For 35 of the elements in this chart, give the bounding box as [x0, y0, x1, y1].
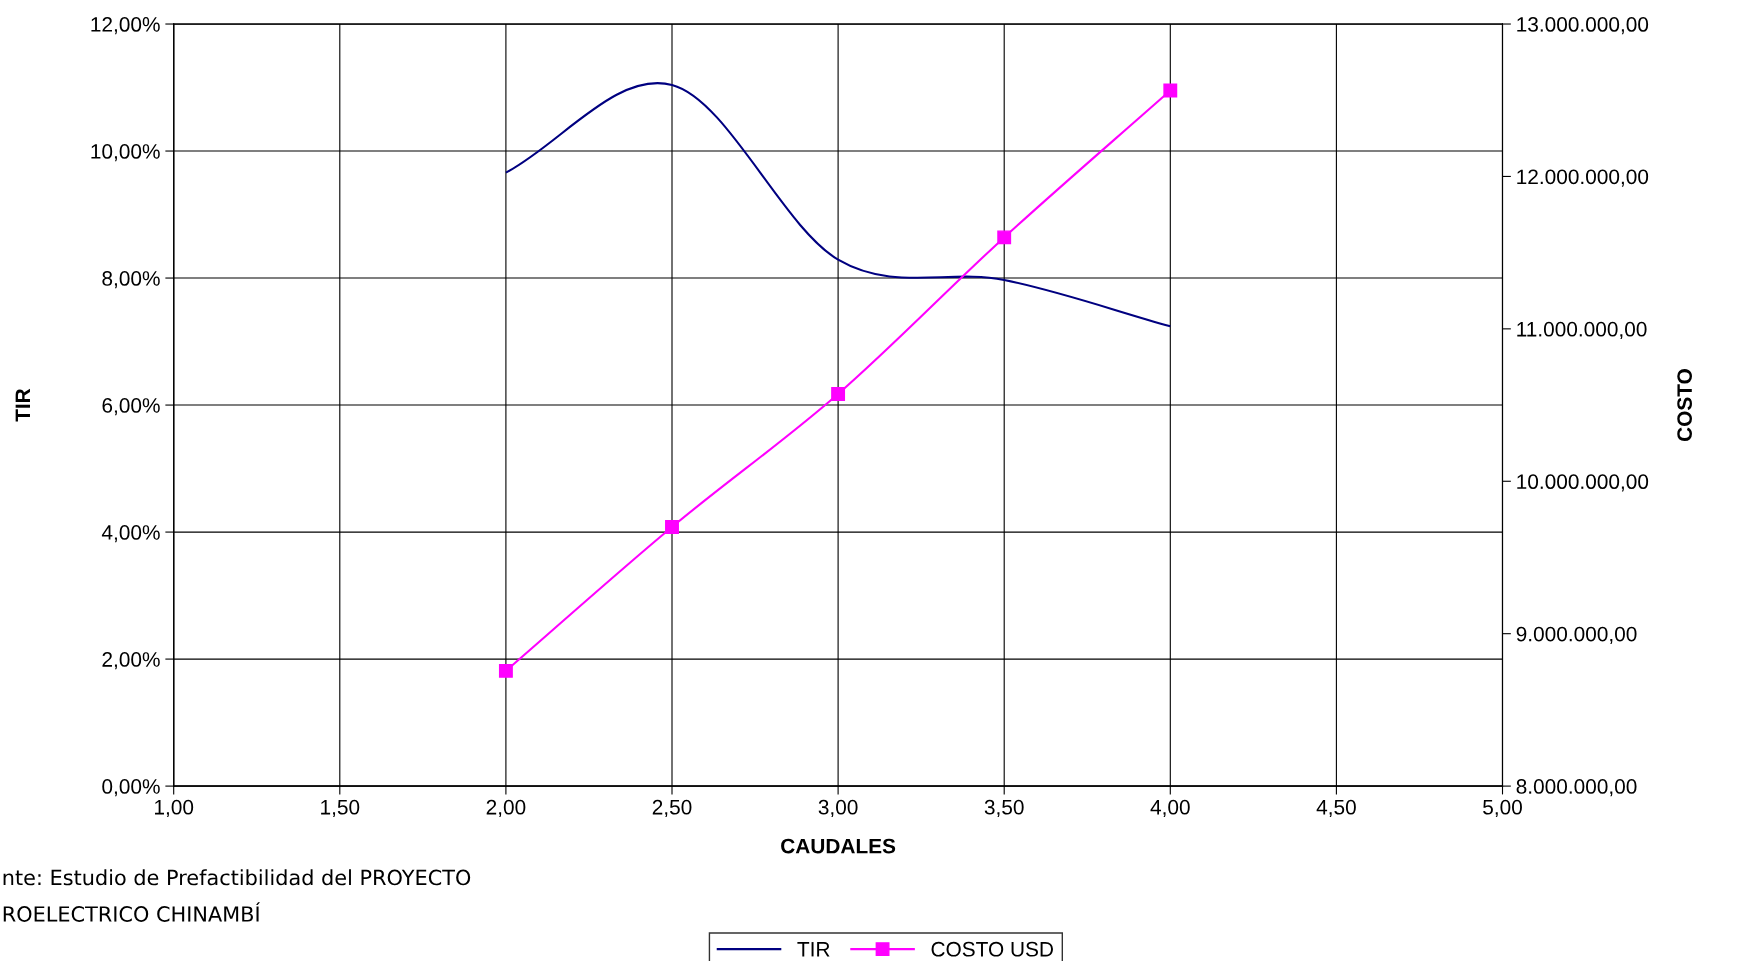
point — [997, 230, 1012, 245]
x-tick-label: 4,50 — [1316, 799, 1356, 818]
legend-label: TIR — [797, 942, 830, 957]
x-tick-label: 4,00 — [1150, 799, 1190, 818]
y-tick-label: 0,00% — [102, 779, 160, 797]
y2-tick-label: 13.000.000,00 — [1517, 17, 1649, 35]
x-tick-label: 5,00 — [1483, 799, 1522, 818]
y2-axis-title: COSTO — [1677, 369, 1692, 442]
y2-tick-label: 12.000.000,00 — [1517, 169, 1649, 187]
y2-tick-label: 8.000.000,00 — [1516, 779, 1637, 797]
y2-tick-label: 9.000.000,00 — [1516, 626, 1637, 644]
x-tick-label: 3,00 — [818, 799, 858, 818]
y2-tick-label: 10.000.000,00 — [1517, 474, 1649, 492]
point — [498, 663, 513, 678]
legend-label: COSTO USD — [931, 941, 1053, 957]
x-axis-title: CAUDALES — [781, 838, 896, 854]
text: ROELECTRICO CHINAMBÍ — [3, 902, 260, 922]
point — [831, 386, 846, 401]
y-tick-label: 6,00% — [102, 398, 160, 416]
y-tick-label: 2,00% — [102, 652, 160, 670]
point — [1163, 83, 1178, 98]
x-tick-label: 1,50 — [321, 799, 360, 818]
y-tick-label: 12,00% — [91, 17, 160, 35]
point — [665, 520, 679, 534]
y-tick-label: 4,00% — [101, 525, 160, 543]
x-tick-label: 2,50 — [652, 799, 692, 818]
y2-tick-label: 11.000.000,00 — [1517, 321, 1647, 340]
y-axis-title: TIR — [15, 388, 30, 422]
line-series — [504, 82, 1172, 328]
y-tick-label: 10,00% — [91, 144, 160, 162]
x-tick-label: 1,00 — [155, 799, 194, 818]
text: nte: Estudio de Prefactibilidad del PROYECTO — [3, 869, 471, 886]
x-tick-label: 3,50 — [984, 799, 1024, 818]
y-tick-label: 8,00% — [102, 271, 160, 289]
x-tick-label: 2,00 — [486, 799, 526, 818]
